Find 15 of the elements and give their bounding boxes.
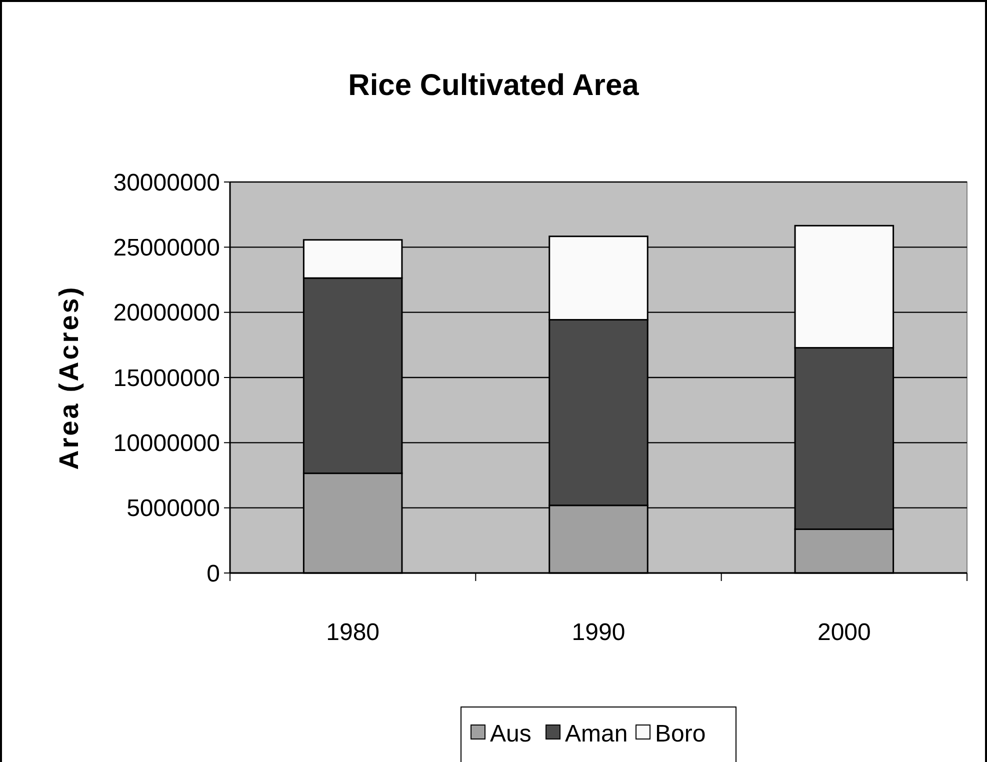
- chart-title: Rice Cultivated Area: [348, 69, 640, 102]
- legend-label: Aman: [565, 720, 628, 748]
- legend-label: Boro: [655, 720, 706, 748]
- y-tick-label: 30000000: [113, 169, 220, 196]
- y-tick-label: 25000000: [113, 234, 220, 262]
- y-axis-title: Area (Acres): [54, 285, 84, 470]
- y-tick-label: 15000000: [113, 364, 220, 392]
- x-tick-label: 1990: [572, 619, 626, 646]
- y-tick-label: 5000000: [126, 495, 220, 522]
- y-tick-label: 10000000: [113, 430, 220, 458]
- x-tick-label: 1980: [326, 619, 380, 646]
- legend-label: Aus: [490, 720, 532, 748]
- y-tick-label: 20000000: [113, 300, 220, 327]
- x-tick-label: 2000: [817, 619, 871, 646]
- y-tick-label: 0: [206, 560, 220, 588]
